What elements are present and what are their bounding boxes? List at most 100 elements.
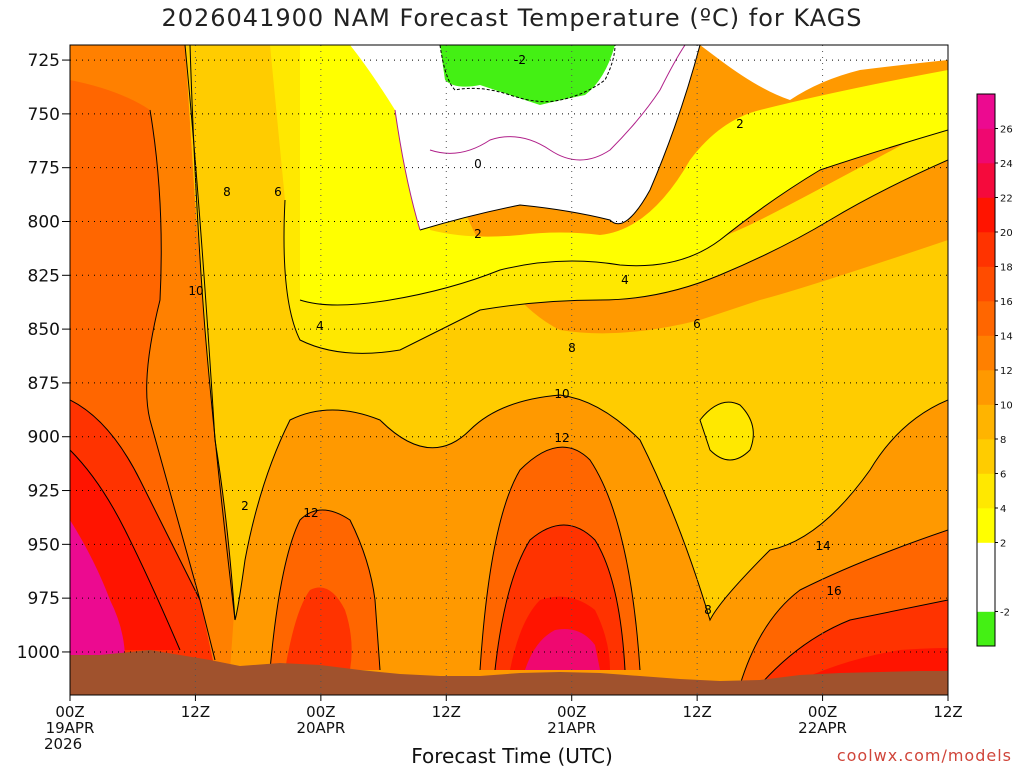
y-tick-label: 775 <box>28 159 60 179</box>
contour-label: 2 <box>241 499 249 513</box>
colorbar-swatch <box>977 232 995 267</box>
contour-label: 12 <box>303 506 318 520</box>
colorbar-tick-label: 6 <box>1000 470 1006 481</box>
x-tick-label: 00Z <box>557 703 586 721</box>
contour-label: 0 <box>474 157 482 171</box>
terrain-fill <box>70 650 948 695</box>
colorbar-swatch <box>977 577 995 612</box>
band-subzero <box>440 45 615 105</box>
x-tick-label: 00Z <box>306 703 335 721</box>
contour-label: -2 <box>514 53 526 67</box>
band-yellow <box>300 45 948 305</box>
contour-label: 2 <box>736 117 744 131</box>
x-tick-label: 12Z <box>432 703 461 721</box>
contour-line <box>70 399 201 601</box>
colorbar-tick-label: 22 <box>1000 194 1013 205</box>
x-tick-label: 2026 <box>44 735 82 753</box>
colorbar-swatch <box>977 473 995 509</box>
x-tick-label: 12Z <box>933 703 962 721</box>
colorbar-tick-label: 2 <box>1000 539 1006 550</box>
colorbar-tick-label: 4 <box>1000 504 1006 515</box>
plot-frame <box>69 44 949 696</box>
y-tick-label: 750 <box>28 105 60 125</box>
contour-label: 10 <box>554 387 569 401</box>
colorbar-tick-label: 10 <box>1000 401 1013 412</box>
temperature-field <box>70 45 948 695</box>
chart-title: 2026041900 NAM Forecast Temperature (ºC)… <box>161 4 863 32</box>
y-tick-label: 975 <box>28 589 60 609</box>
colorbar-swatch <box>977 266 995 302</box>
colorbar-tick-label: 16 <box>1000 297 1013 308</box>
terrain-ground <box>70 650 948 695</box>
x-tick-label: 00Z <box>808 703 837 721</box>
colorbar-swatch <box>977 301 995 336</box>
x-tick-label: 12Z <box>181 703 210 721</box>
colorbar-tick-label: 18 <box>1000 263 1013 274</box>
colorbar-swatch <box>977 508 995 543</box>
contour-line <box>419 45 701 231</box>
contour-line <box>283 159 948 354</box>
contour-lines <box>70 45 948 686</box>
contour-label: 2 <box>474 227 482 241</box>
colorbar-tick-label: 14 <box>1000 332 1013 343</box>
contour-label: 8 <box>704 603 712 617</box>
contour-line <box>299 129 948 306</box>
y-tick-label: 800 <box>28 212 60 232</box>
colorbar-tick-label: 12 <box>1000 366 1013 377</box>
colorbar-swatch <box>977 94 995 129</box>
contour-label: 8 <box>568 341 576 355</box>
colorbar-swatch <box>977 611 995 647</box>
band-hottest-left <box>70 520 125 660</box>
x-tick-label: 00Z <box>55 703 84 721</box>
contour-line <box>394 45 686 231</box>
contour-line <box>70 449 181 651</box>
colorbar-swatch <box>977 197 995 233</box>
x-tick-label: 20APR <box>296 719 345 737</box>
y-tick-label: 875 <box>28 374 60 394</box>
y-axis: 725 750 775 800 825 850 875 900 925 950 975 1000 <box>17 51 70 663</box>
contour-label: 6 <box>693 317 701 331</box>
contour-line <box>739 529 948 686</box>
contour-label: 8 <box>223 185 231 199</box>
colorbar-swatch <box>977 439 995 474</box>
band-hotter-mid <box>285 587 352 670</box>
band-cool-blob <box>700 402 754 460</box>
y-tick-label: 900 <box>28 428 60 448</box>
colorbar-tick-label: 8 <box>1000 435 1006 446</box>
x-tick-label: 19APR <box>46 719 95 737</box>
contour-label: 6 <box>274 185 282 199</box>
y-tick-label: 825 <box>28 266 60 286</box>
colorbar-swatch <box>977 163 995 198</box>
x-axis-title: Forecast Time (UTC) <box>411 744 613 768</box>
y-tick-label: 725 <box>28 51 60 71</box>
x-tick-label: 12Z <box>682 703 711 721</box>
colorbar-swatch <box>977 335 995 371</box>
colorbar-swatch <box>977 128 995 164</box>
contour-label: 10 <box>188 284 203 298</box>
contour-labels: -2 0 2 2 2 4 4 6 6 8 8 8 10 10 12 12 14 16 <box>188 53 841 617</box>
y-tick-label: 925 <box>28 482 60 502</box>
colorbar-swatch <box>977 404 995 440</box>
band-pink-center <box>525 629 600 670</box>
colorbar-tick-label: 20 <box>1000 228 1013 239</box>
contour-label: 4 <box>621 273 629 287</box>
contour-label: 14 <box>815 539 830 553</box>
contour-line <box>479 446 641 671</box>
colorbar-tick-label: 26 <box>1000 125 1013 136</box>
y-tick-label: 950 <box>28 535 60 555</box>
x-tick-label: 21APR <box>547 719 596 737</box>
contour-line <box>184 45 948 622</box>
y-tick-label: 850 <box>28 320 60 340</box>
colorbar-tick-label: 24 <box>1000 159 1013 170</box>
credit-link[interactable]: coolwx.com/models <box>836 746 1012 765</box>
contour-line <box>699 401 754 461</box>
contour-label: 12 <box>554 431 569 445</box>
y-tick-label: 1000 <box>17 643 60 663</box>
contour-line <box>146 109 216 661</box>
x-tick-label: 22APR <box>798 719 847 737</box>
contour-line <box>759 599 948 686</box>
contour-line <box>439 45 616 103</box>
